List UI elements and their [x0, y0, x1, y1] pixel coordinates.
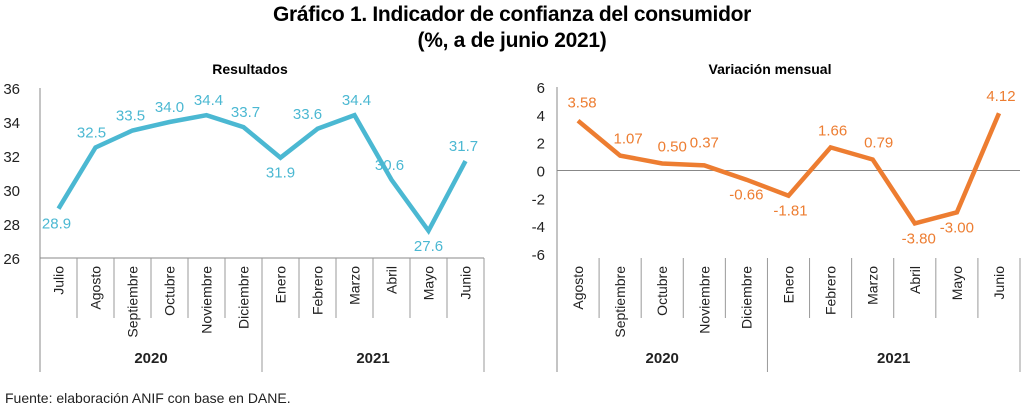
variation-y-tick-label: 6	[537, 80, 545, 97]
variation-category-label: Octubre	[654, 266, 670, 316]
variation-group-label: 2021	[877, 350, 910, 367]
results-category-label: Diciembre	[236, 266, 252, 329]
results-data-label: 34.4	[342, 92, 371, 109]
variation-y-tick-label: 2	[537, 136, 545, 153]
results-category-label: Marzo	[347, 266, 363, 305]
variation-chart-title: Variación mensual	[708, 61, 832, 77]
results-category-label: Septiembre	[125, 266, 141, 338]
variation-category-label: Mayo	[949, 266, 965, 300]
variation-category-label: Noviembre	[696, 266, 712, 334]
results-group-label: 2021	[356, 350, 389, 367]
variation-data-label: 1.07	[614, 131, 643, 148]
variation-category-label: Febrero	[823, 266, 839, 315]
results-data-label: 33.6	[293, 106, 322, 123]
variation-y-tick-label: 4	[537, 108, 545, 125]
variation-data-label: -1.81	[773, 203, 807, 220]
variation-data-label: 4.12	[986, 88, 1015, 105]
results-data-label: 31.7	[449, 138, 478, 155]
results-y-tick-label: 32	[3, 149, 20, 166]
results-y-tick-label: 26	[3, 251, 20, 268]
results-y-tick-label: 30	[3, 183, 20, 200]
results-data-label: 28.9	[42, 216, 71, 233]
variation-data-label: 1.66	[818, 122, 847, 139]
variation-category-label: Enero	[781, 266, 797, 304]
variation-category-label: Junio	[991, 266, 1007, 300]
variation-category-label: Septiembre	[612, 266, 628, 338]
source-note: Fuente: elaboración ANIF con base en DAN…	[5, 390, 291, 406]
results-chart-title: Resultados	[212, 61, 288, 77]
variation-category-label: Agosto	[570, 266, 586, 310]
variation-data-label: 0.50	[658, 139, 687, 156]
results-category-label: Julio	[51, 266, 67, 295]
variation-category-label: Diciembre	[738, 266, 754, 329]
chart-subtitle: (%, a de junio 2021)	[417, 29, 607, 52]
variation-category-label: Abril	[907, 266, 923, 294]
variation-data-label: 0.79	[864, 135, 893, 152]
variation-data-label: -3.80	[902, 230, 936, 247]
variation-y-tick-label: -6	[532, 247, 545, 264]
results-data-label: 34.4	[194, 92, 223, 109]
results-y-tick-label: 36	[3, 81, 20, 98]
results-data-label: 31.9	[266, 165, 295, 182]
results-category-label: Abril	[384, 266, 400, 294]
variation-data-label: 3.58	[567, 95, 596, 112]
results-data-label: 32.5	[77, 125, 106, 142]
results-data-label: 34.0	[155, 99, 184, 116]
results-group-label: 2020	[134, 350, 167, 367]
variation-data-label: -3.00	[940, 219, 974, 236]
variation-category-label: Marzo	[865, 266, 881, 305]
results-series-line	[56, 112, 468, 236]
variation-y-tick-label: 0	[537, 164, 545, 181]
variation-data-label: 0.37	[690, 134, 719, 151]
variation-group-label: 2020	[646, 350, 679, 367]
variation-data-label: -0.66	[729, 187, 763, 204]
results-data-label: 33.5	[116, 108, 145, 125]
results-category-label: Febrero	[310, 266, 326, 315]
variation-y-tick-label: -2	[532, 191, 545, 208]
chart-title: Gráfico 1. Indicador de confianza del co…	[272, 3, 752, 26]
results-data-label: 33.7	[231, 104, 260, 121]
results-data-label: 27.6	[414, 238, 443, 255]
results-data-label: 30.6	[375, 157, 404, 174]
results-category-label: Noviembre	[199, 266, 215, 334]
results-category-label: Enero	[273, 266, 289, 304]
results-y-tick-label: 28	[3, 217, 20, 234]
results-y-tick-label: 34	[3, 115, 20, 132]
results-category-label: Mayo	[421, 266, 437, 300]
results-category-label: Octubre	[162, 266, 178, 316]
variation-y-tick-label: -4	[532, 219, 545, 236]
results-category-label: Agosto	[88, 266, 104, 310]
results-category-label: Junio	[458, 266, 474, 300]
